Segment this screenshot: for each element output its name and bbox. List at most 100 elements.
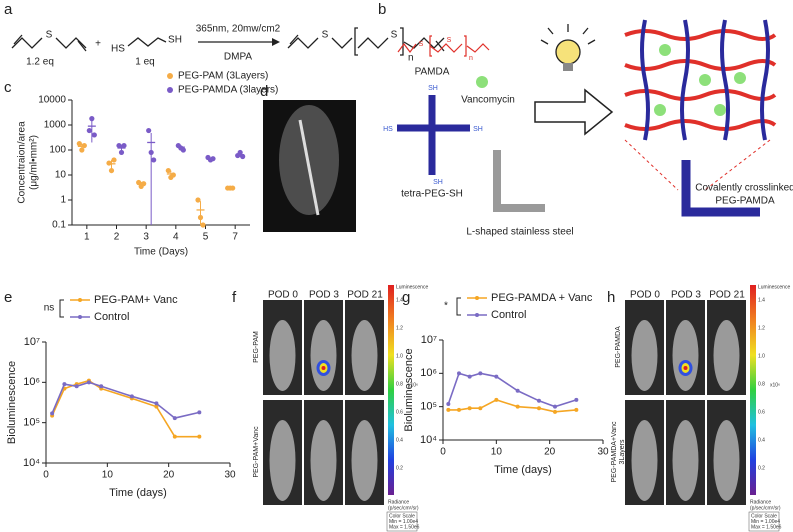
- drug-icon: [734, 72, 746, 84]
- bond: [77, 40, 87, 52]
- colorbar-tick: 0.8: [758, 381, 765, 387]
- data-point: [494, 374, 499, 379]
- colorbar-exponent: x10⁶: [408, 382, 418, 388]
- mouse: [310, 420, 337, 501]
- data-point: [154, 401, 159, 406]
- scale-box: [748, 511, 780, 532]
- colorbar-tick: 0.6: [396, 409, 403, 415]
- zoom-line: [704, 139, 771, 191]
- series-line: [447, 372, 577, 408]
- data-point: [170, 172, 176, 178]
- bulb: [555, 39, 581, 65]
- crosslinker-label: tetra-PEG-SH: [401, 189, 463, 200]
- data-point: [146, 127, 152, 134]
- atom: HS: [111, 44, 125, 55]
- row-label: 3Layers: [619, 439, 626, 464]
- panel-label: f: [232, 289, 237, 306]
- atom: S: [447, 37, 452, 44]
- data-point: [574, 407, 579, 412]
- data-point: [116, 142, 122, 149]
- polymer-label: PAMDA: [415, 67, 450, 78]
- timepoint-label: POD 3: [309, 290, 339, 301]
- colorbar-unit: Radiance: [388, 499, 409, 505]
- mouse: [631, 420, 658, 501]
- significance: ns: [44, 303, 55, 314]
- data-point: [200, 222, 206, 228]
- drug-icon: [659, 44, 671, 56]
- x-tick-label: 7: [232, 232, 238, 243]
- data-point: [195, 197, 201, 203]
- bond: [435, 40, 445, 52]
- data-point: [111, 157, 117, 163]
- bond: [11, 37, 43, 49]
- row-label: PEG-PAM+Vanc: [253, 426, 260, 478]
- colorbar-title: Luminescence: [758, 284, 790, 290]
- data-point: [121, 142, 127, 149]
- colorbar-tick: 1.4: [396, 297, 403, 303]
- row-label: PEG-PAMDA+Vanc: [611, 421, 618, 483]
- colorbar-tick: 0.4: [396, 437, 403, 443]
- legend-marker: [167, 73, 173, 79]
- colorbar-scale: Min = 1.00e4: [389, 519, 418, 525]
- signal: [683, 366, 688, 370]
- data-point: [106, 160, 112, 166]
- colorbar-exponent: x10⁶: [770, 382, 780, 388]
- panel-label: a: [4, 1, 13, 18]
- y-axis-label: Concentraion/area: [17, 121, 28, 204]
- colorbar-unit: (p/sec/cm²/sr): [388, 505, 419, 511]
- colorbar-tick: 1.4: [758, 297, 765, 303]
- y-axis-label: Bioluminescence: [6, 361, 18, 444]
- y-tick-label: 1: [60, 195, 66, 206]
- atom: SH: [473, 126, 483, 133]
- catalyst: DMPA: [224, 52, 252, 63]
- data-point: [574, 397, 579, 402]
- data-point: [151, 157, 157, 163]
- legend-label: PEG-PAM (3Layers): [178, 71, 268, 82]
- conditions: 365nm, 20mw/cm2: [196, 24, 281, 35]
- drug-icon: [654, 104, 666, 116]
- y-tick-label: 0.1: [52, 220, 66, 231]
- colorbar-unit: (p/sec/cm²/sr): [750, 505, 781, 511]
- atom: S: [322, 30, 329, 41]
- legend-marker: [167, 87, 173, 93]
- y-tick-label: 10⁷: [24, 336, 40, 348]
- bond: [357, 37, 389, 49]
- x-tick-label: 2: [114, 232, 120, 243]
- panel-label: b: [378, 1, 386, 18]
- colorbar-tick: 0.2: [758, 465, 765, 471]
- y-axis-label: (μg/ml•mm²): [29, 135, 40, 190]
- x-tick-label: 20: [544, 447, 556, 458]
- data-point: [446, 407, 451, 412]
- data-point: [446, 402, 451, 407]
- bulb-base: [563, 63, 573, 71]
- colorbar-title: Luminescence: [396, 284, 428, 290]
- scale-box: [386, 511, 418, 532]
- plus: +: [95, 39, 101, 50]
- data-point: [62, 382, 67, 387]
- data-point: [478, 406, 483, 411]
- panel-label: h: [607, 289, 615, 306]
- x-tick-label: 20: [163, 470, 175, 481]
- significance-bracket: [456, 297, 461, 316]
- implant: [298, 119, 320, 216]
- x-tick-label: 1: [84, 232, 90, 243]
- legend-label: Control: [491, 309, 526, 321]
- mouse: [269, 320, 296, 391]
- data-point: [537, 398, 541, 403]
- y-tick-label: 10⁴: [23, 457, 40, 469]
- light-rays: [540, 24, 596, 45]
- data-point: [108, 167, 115, 174]
- bracket: [354, 27, 358, 56]
- y-axis-label: Bioluminescence: [403, 348, 415, 431]
- data-point: [197, 434, 202, 439]
- drug-label: Vancomycin: [461, 95, 515, 106]
- data-point: [457, 407, 461, 412]
- y-tick-label: 10⁵: [420, 401, 437, 413]
- y-tick-label: 1000: [44, 120, 67, 131]
- panel-label: c: [4, 79, 12, 96]
- colorbar-scale: Color Scale: [389, 513, 415, 519]
- data-point: [478, 371, 483, 376]
- bracket: [400, 27, 404, 56]
- timepoint-label: POD 0: [268, 290, 298, 301]
- data-point: [180, 147, 186, 153]
